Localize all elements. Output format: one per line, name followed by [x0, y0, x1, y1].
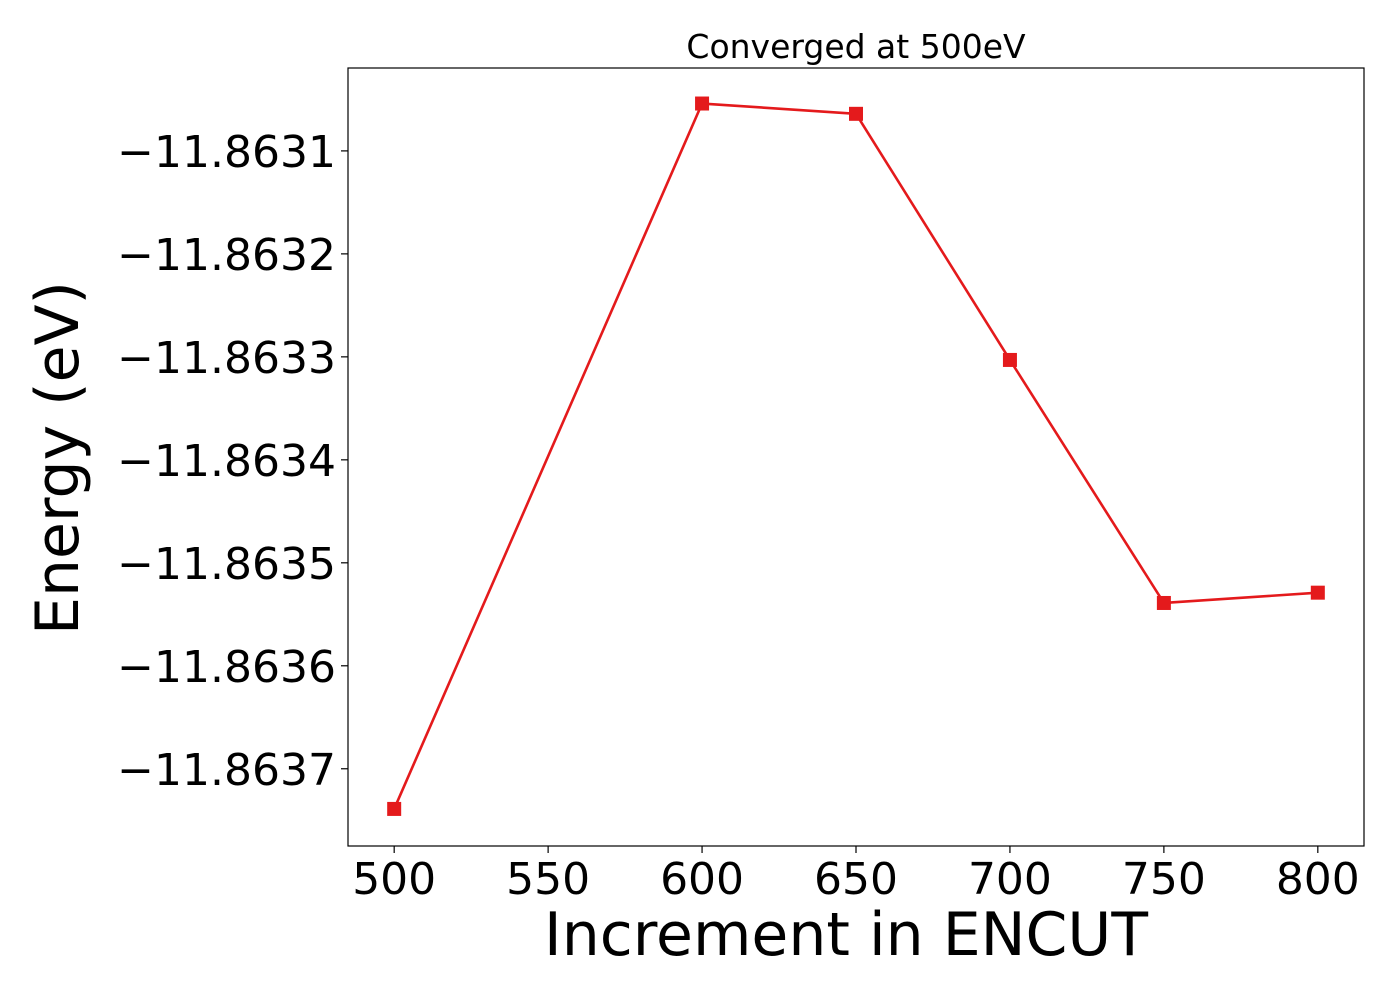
chart-title: Converged at 500eV	[686, 27, 1026, 66]
x-tick-label: 800	[1276, 854, 1360, 905]
y-tick-label: −11.8635	[117, 539, 336, 590]
plot-area	[387, 96, 1325, 816]
y-tick-label: −11.8636	[117, 642, 336, 693]
x-tick-label: 600	[660, 854, 744, 905]
data-point-marker	[387, 801, 402, 816]
x-axis-label: Increment in ENCUT	[544, 900, 1148, 970]
axes-frame	[347, 67, 1365, 847]
data-point-marker	[695, 96, 710, 111]
y-tick-label: −11.8637	[117, 745, 336, 796]
data-point-marker	[1002, 352, 1017, 367]
y-tick-label: −11.8632	[117, 230, 336, 281]
series-line	[392, 102, 1318, 810]
y-tick-label: −11.8631	[117, 127, 336, 178]
x-tick-label: 650	[814, 854, 898, 905]
data-point-marker	[1156, 595, 1171, 610]
x-tick-label: 500	[352, 854, 436, 905]
data-point-marker	[1310, 585, 1325, 600]
x-tick-label: 700	[968, 854, 1052, 905]
x-tick-label: 550	[506, 854, 590, 905]
y-axis-label: Energy (eV)	[23, 281, 93, 635]
y-tick-label: −11.8633	[117, 333, 336, 384]
y-axis-ticks: −11.8637 −11.8636 −11.8635 −11.8634 −11.8633…	[117, 127, 348, 796]
y-tick-label: −11.8634	[117, 436, 336, 487]
x-axis-ticks: 500 550 600 650 700 750 800	[352, 846, 1360, 905]
data-point-marker	[849, 106, 863, 121]
x-tick-label: 750	[1122, 854, 1206, 905]
